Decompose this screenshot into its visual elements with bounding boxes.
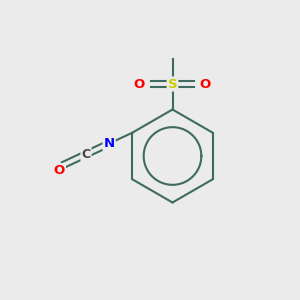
Text: O: O: [134, 77, 145, 91]
Text: C: C: [81, 148, 91, 161]
Text: O: O: [54, 164, 65, 177]
Text: O: O: [200, 77, 211, 91]
Text: S: S: [168, 77, 177, 91]
Text: N: N: [103, 137, 115, 150]
